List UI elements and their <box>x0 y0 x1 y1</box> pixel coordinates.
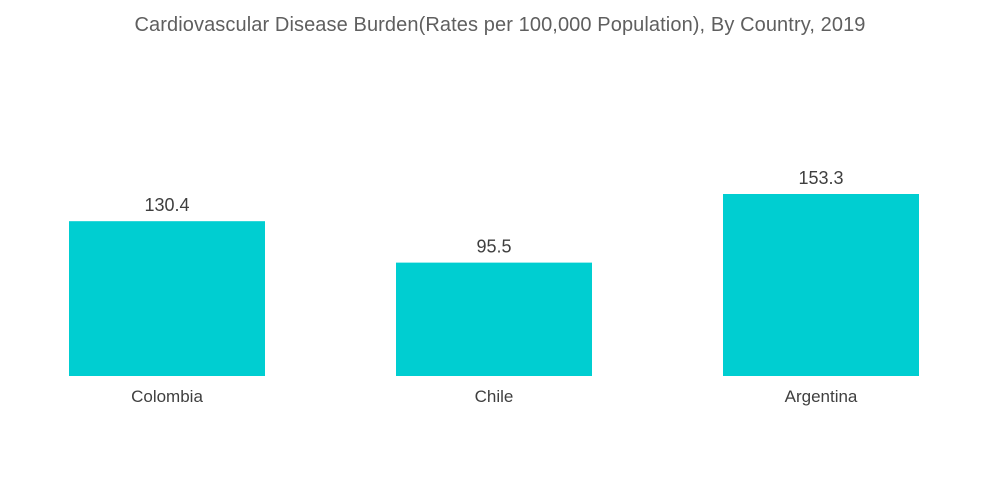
bar-chile <box>396 262 592 376</box>
data-label-chile: 95.5 <box>476 237 511 257</box>
category-label-colombia: Colombia <box>131 387 203 406</box>
data-label-argentina: 153.3 <box>798 168 843 188</box>
data-label-colombia: 130.4 <box>144 195 189 215</box>
chart-title: Cardiovascular Disease Burden(Rates per … <box>134 14 866 36</box>
bar-colombia <box>69 221 265 376</box>
category-label-chile: Chile <box>475 387 514 406</box>
category-label-argentina: Argentina <box>785 387 858 406</box>
bar-argentina <box>723 194 919 376</box>
